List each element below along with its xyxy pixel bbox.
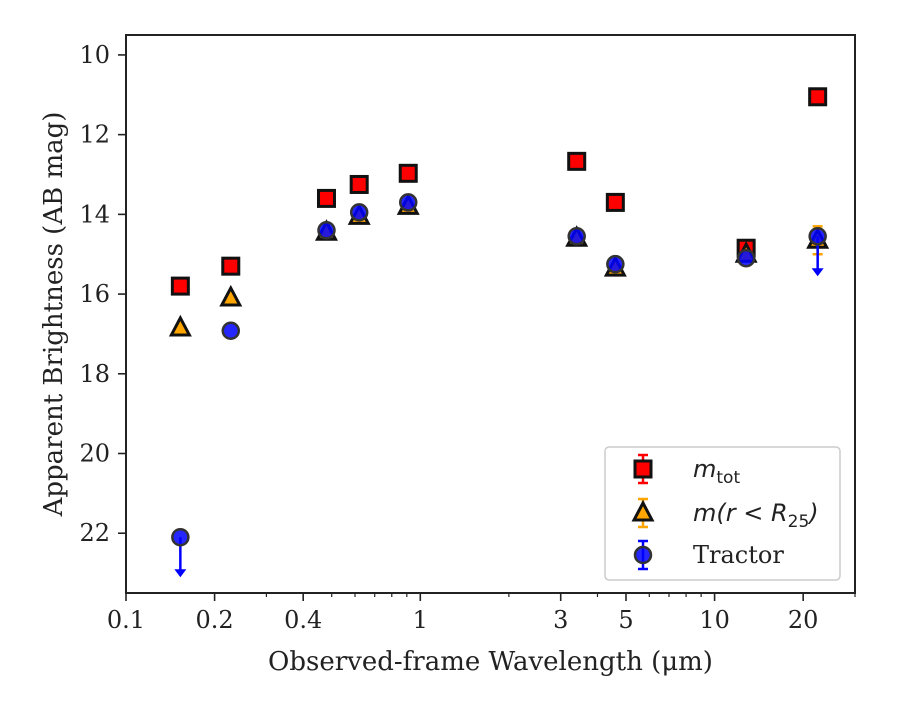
data-point <box>567 151 587 171</box>
data-point <box>398 163 418 183</box>
data-point <box>808 87 828 107</box>
upper-limit-arrow-head <box>174 569 187 578</box>
data-point <box>808 227 827 246</box>
x-tick-label: 0.1 <box>107 606 145 634</box>
legend-subscript: tot <box>716 468 740 488</box>
x-tick-label: 0.2 <box>196 606 234 634</box>
data-point <box>606 254 625 274</box>
data-point <box>168 314 192 337</box>
upper-limit-arrow-head <box>811 268 824 277</box>
x-tick-label: 3 <box>553 606 568 634</box>
series-2 <box>171 193 827 578</box>
legend-box <box>604 446 841 581</box>
legend-marker <box>631 499 655 522</box>
data-point <box>736 248 756 268</box>
data-point <box>170 276 190 296</box>
legend-marker <box>633 545 653 565</box>
data-point <box>221 256 241 276</box>
points-layer <box>168 87 830 578</box>
ticks-layer: 0.1 0.2 0.4 1 3 5 10 20 10 12 14 16 18 20 22 <box>79 41 856 634</box>
data-point <box>398 193 418 212</box>
x-axis-label: Observed-frame Wavelength (μm) <box>268 647 713 677</box>
plot-frame <box>125 34 856 594</box>
y-tick-label: 22 <box>79 519 110 547</box>
data-point <box>316 188 336 208</box>
y-tick-label: 10 <box>79 41 110 69</box>
y-tick-label: 16 <box>79 280 110 308</box>
x-tick-label: 1 <box>413 606 428 634</box>
data-point <box>349 203 369 222</box>
y-tick-label: 20 <box>79 440 110 468</box>
data-point <box>221 321 241 340</box>
series-0 <box>170 87 828 296</box>
legend-subscript: 25 <box>788 512 810 532</box>
x-tick-label: 20 <box>788 606 819 634</box>
data-point <box>567 227 586 246</box>
y-axis-label: Apparent Brightness (AB mag) <box>39 112 69 518</box>
data-point <box>317 221 336 240</box>
x-tick-label: 10 <box>699 606 730 634</box>
data-point <box>171 527 190 547</box>
y-tick-label: 18 <box>79 360 110 388</box>
y-tick-label: 12 <box>79 121 110 149</box>
x-tick-label: 0.4 <box>284 606 322 634</box>
legend-label: Tractor <box>693 541 784 569</box>
legend-marker <box>633 459 653 479</box>
x-tick-label: 5 <box>618 606 633 634</box>
y-tick-label: 14 <box>79 200 110 228</box>
data-point <box>219 284 243 307</box>
data-point <box>349 174 369 194</box>
legend-paren: ) <box>807 499 818 527</box>
data-point <box>605 192 625 212</box>
